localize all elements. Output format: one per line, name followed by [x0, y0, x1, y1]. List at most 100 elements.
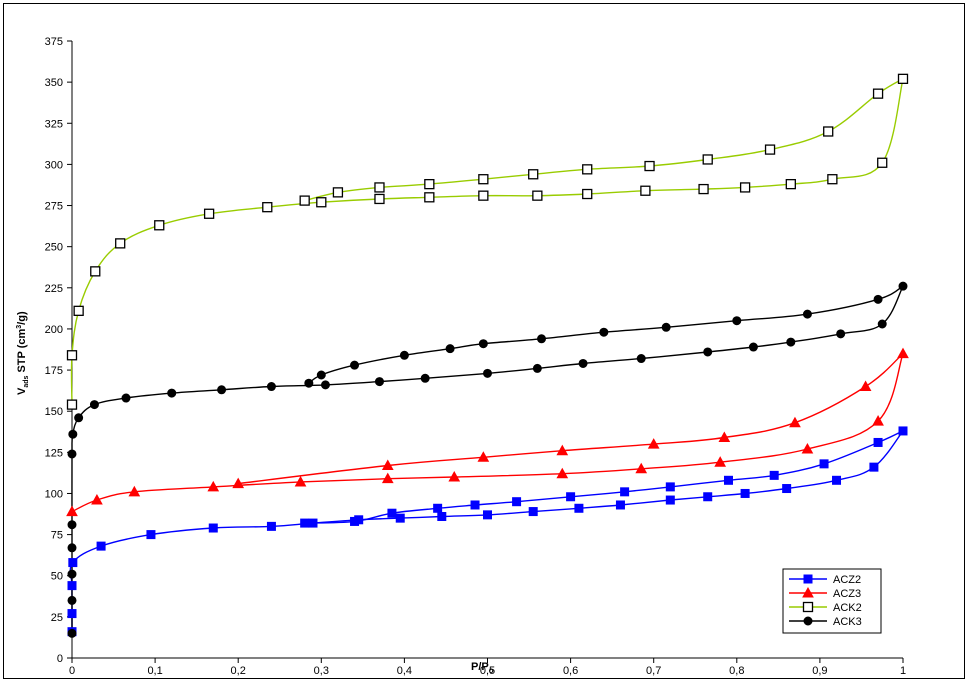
- legend-label-ack3: ACK3: [833, 616, 862, 628]
- x-tick-label: 0,7: [646, 665, 661, 677]
- y-tick-label: 275: [45, 201, 63, 213]
- series-acz2-point: [620, 487, 630, 497]
- series-ack3-point: [537, 334, 547, 344]
- series-acz2-point: [898, 426, 908, 436]
- series-ack3-point: [578, 358, 588, 368]
- series-acz3-point: [66, 505, 78, 517]
- series-acz2-point: [146, 530, 156, 540]
- series-acz2-point: [96, 541, 106, 551]
- legend-label-acz3: ACZ3: [833, 588, 861, 600]
- series-ack3-point: [483, 368, 492, 378]
- series-ack3-point: [877, 319, 887, 329]
- y-tick-label: 250: [45, 242, 63, 254]
- series-acz2-point: [574, 503, 584, 513]
- series-ack3-point: [786, 337, 796, 347]
- series-acz2-point: [869, 462, 879, 472]
- series-acz2-point: [703, 492, 713, 502]
- series-acz2-point: [300, 518, 310, 528]
- legend-marker-acz3: [802, 586, 814, 598]
- series-ack2-point: [698, 183, 709, 195]
- series-acz2-point: [782, 484, 792, 494]
- series-ack2-point: [532, 190, 543, 201]
- series-acz2-point: [832, 475, 842, 485]
- series-ack3-point: [661, 322, 671, 332]
- series-acz2-point: [67, 581, 77, 591]
- x-tick-label: 1: [900, 665, 906, 677]
- series-ack3-point: [732, 316, 742, 326]
- series-ack2-point: [872, 88, 884, 99]
- y-tick-label: 225: [45, 283, 63, 295]
- legend-label-ack2: ACK2: [833, 602, 862, 614]
- y-tick-label: 125: [45, 447, 63, 459]
- series-ack2-point: [332, 187, 344, 198]
- y-axis-label-rest: STP (cm: [16, 329, 28, 376]
- series-acz3-point: [232, 477, 245, 489]
- legend-marker-ack2: [802, 601, 814, 613]
- x-tick-label: 0,1: [147, 665, 162, 677]
- series-acz3-point: [718, 431, 731, 443]
- series-acz3-point: [897, 347, 909, 359]
- series-acz3-point: [91, 494, 103, 505]
- series-acz2-point: [819, 459, 829, 469]
- series-acz2-point: [566, 492, 576, 502]
- series-ack2-point: [424, 192, 435, 203]
- x-tick-label: 0,4: [397, 665, 412, 677]
- x-tick-label: 0,6: [563, 665, 578, 677]
- series-acz2-point: [483, 510, 492, 520]
- y-axis-label-end: /g): [16, 311, 28, 325]
- series-ack3-adsorption-line: [71, 285, 904, 634]
- series-ack3-point: [898, 281, 908, 291]
- series-ack2-adsorption-line: [70, 78, 904, 405]
- series-acz2-point: [67, 609, 77, 619]
- series-ack3-point: [67, 628, 77, 638]
- series-acz3-point: [714, 456, 727, 467]
- series-ack2-point: [154, 220, 165, 231]
- y-tick-label: 350: [45, 77, 63, 89]
- y-tick-label: 375: [45, 36, 63, 48]
- y-axis-label: Vads STP (cm3/g): [16, 311, 30, 395]
- y-tick-label: 150: [45, 406, 63, 418]
- series-ack2-point: [640, 185, 651, 196]
- series-acz3-point: [207, 480, 220, 492]
- series-acz3-point: [381, 472, 394, 484]
- series-ack3-point: [836, 329, 846, 339]
- y-tick-label: 25: [51, 612, 63, 624]
- series-ack2-point: [90, 266, 101, 277]
- series-ack2-point: [897, 73, 909, 84]
- series-acz3-point: [635, 462, 648, 474]
- series-acz3-point: [789, 416, 801, 428]
- series-ack2-point: [262, 202, 273, 213]
- series-ack3-point: [167, 388, 177, 398]
- series-acz2-point: [470, 500, 480, 510]
- series-ack2-point: [424, 178, 435, 190]
- series-acz2-point: [433, 503, 443, 513]
- series-ack2-point: [739, 182, 751, 193]
- series-ack3-point: [67, 543, 77, 553]
- chart-curves: [69, 78, 904, 634]
- series-ack3-point: [420, 373, 430, 383]
- series-acz2-point: [528, 507, 538, 517]
- series-ack3-point: [217, 385, 227, 395]
- series-acz2-point: [740, 488, 750, 498]
- series-acz2-point: [437, 512, 447, 522]
- series-ack3-point: [320, 380, 330, 390]
- series-acz3-desorption-line: [238, 353, 904, 485]
- series-acz3-point: [556, 467, 569, 479]
- series-acz2-point: [769, 470, 779, 480]
- series-ack3-point: [68, 429, 78, 439]
- series-ack3-point: [802, 309, 812, 319]
- y-tick-label: 300: [45, 159, 63, 171]
- series-ack3-point: [478, 339, 488, 349]
- x-axis-label-main: P/P: [471, 661, 489, 673]
- series-ack2-point: [582, 188, 593, 200]
- y-axis-label-sub: ads: [23, 375, 30, 387]
- series-ack2-point: [582, 164, 593, 175]
- y-tick-label: 175: [45, 365, 63, 377]
- x-tick-label: 0,9: [812, 665, 827, 677]
- series-ack2-point: [528, 169, 539, 180]
- x-tick-label: 0,8: [729, 665, 744, 677]
- series-ack3-point: [873, 294, 883, 304]
- series-ack3-point: [67, 449, 77, 459]
- series-ack3-point: [636, 354, 646, 364]
- series-ack3-point: [532, 363, 542, 373]
